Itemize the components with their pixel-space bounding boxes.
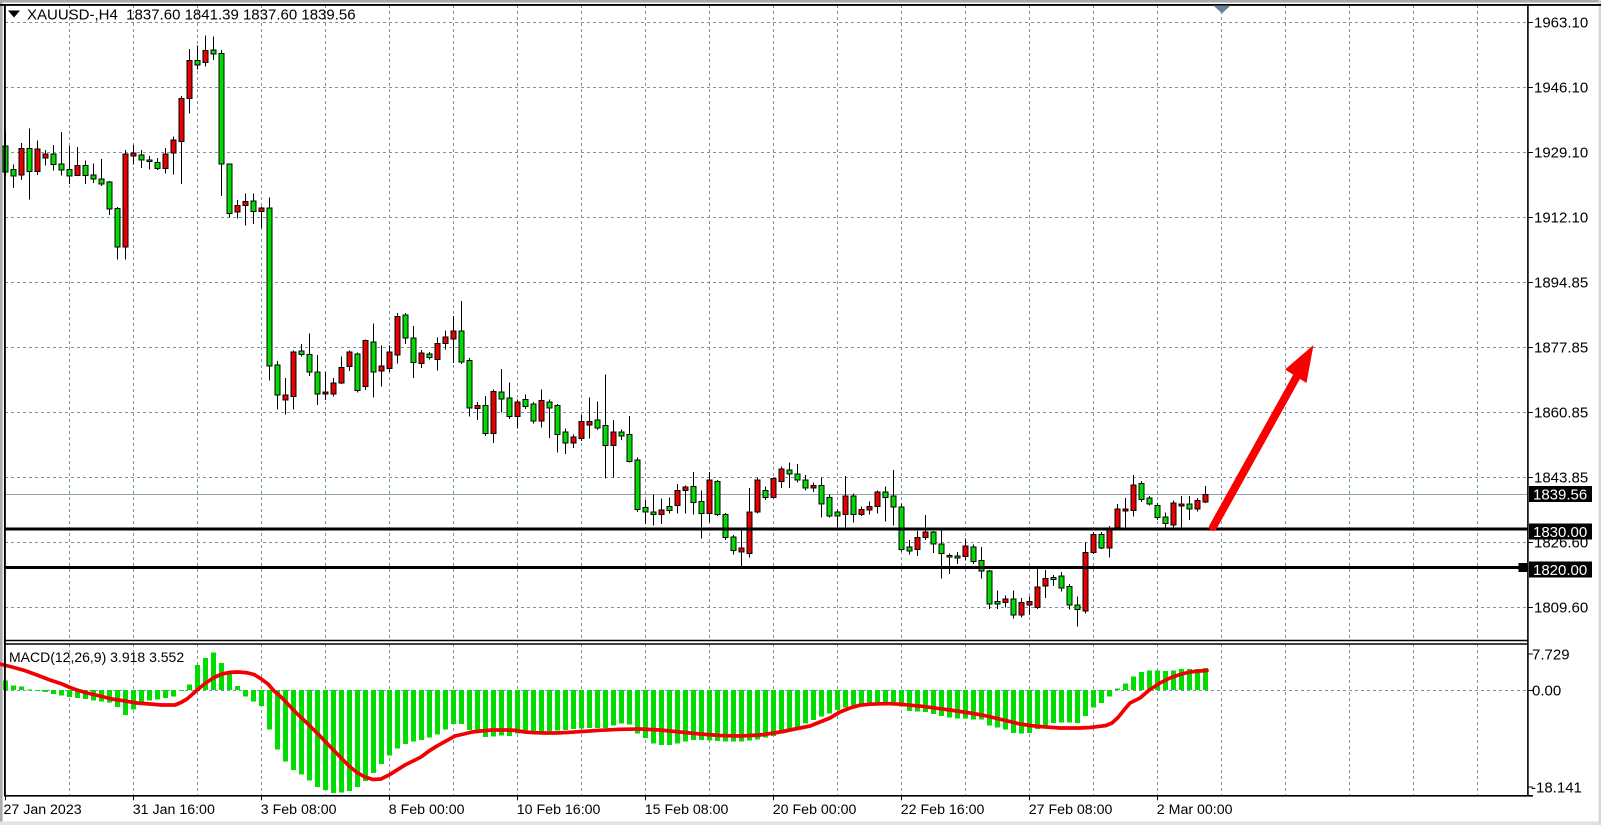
svg-text:27 Jan 2023: 27 Jan 2023 [4, 802, 82, 818]
svg-text:1946.10: 1946.10 [1534, 80, 1588, 97]
svg-text:1820.00: 1820.00 [1533, 562, 1587, 579]
svg-text:XAUUSD-,H4 1837.60 1841.39 18: XAUUSD-,H4 1837.60 1841.39 1837.60 1839.… [27, 7, 356, 24]
svg-text:2 Mar 00:00: 2 Mar 00:00 [1157, 802, 1233, 818]
svg-text:27 Feb 08:00: 27 Feb 08:00 [1029, 802, 1113, 818]
svg-text:10 Feb 16:00: 10 Feb 16:00 [517, 802, 601, 818]
svg-text:3 Feb 08:00: 3 Feb 08:00 [261, 802, 337, 818]
svg-text:1809.60: 1809.60 [1534, 600, 1588, 617]
svg-text:1830.00: 1830.00 [1533, 524, 1587, 541]
svg-text:1839.56: 1839.56 [1533, 487, 1587, 504]
svg-text:7.729: 7.729 [1532, 647, 1570, 664]
svg-text:1877.85: 1877.85 [1534, 340, 1588, 357]
svg-text:MACD(12,26,9) 3.918 3.552: MACD(12,26,9) 3.918 3.552 [9, 649, 184, 665]
svg-text:15 Feb 08:00: 15 Feb 08:00 [645, 802, 729, 818]
svg-text:1843.85: 1843.85 [1534, 470, 1588, 487]
svg-text:-18.141: -18.141 [1531, 780, 1582, 797]
svg-text:8 Feb 00:00: 8 Feb 00:00 [389, 802, 465, 818]
svg-text:1929.10: 1929.10 [1534, 145, 1588, 162]
svg-text:1963.10: 1963.10 [1534, 15, 1588, 32]
svg-text:22 Feb 16:00: 22 Feb 16:00 [901, 802, 985, 818]
svg-text:20 Feb 00:00: 20 Feb 00:00 [773, 802, 857, 818]
svg-text:1860.85: 1860.85 [1534, 405, 1588, 422]
svg-text:31 Jan 16:00: 31 Jan 16:00 [133, 802, 215, 818]
svg-text:0.00: 0.00 [1532, 683, 1561, 700]
svg-text:1894.85: 1894.85 [1534, 275, 1588, 292]
svg-text:1912.10: 1912.10 [1534, 210, 1588, 227]
